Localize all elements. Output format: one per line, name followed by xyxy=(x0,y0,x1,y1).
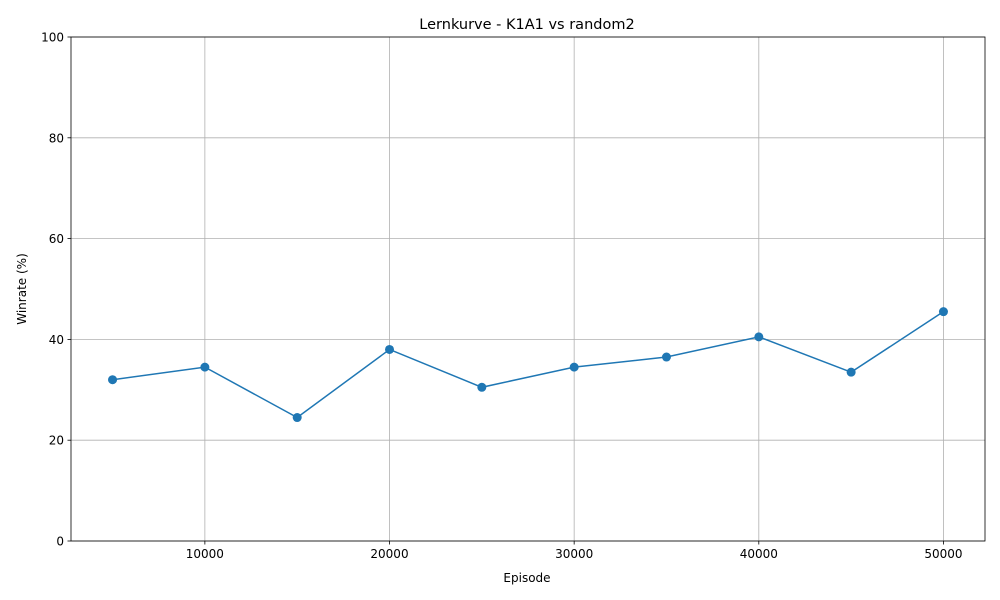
y-tick-label: 0 xyxy=(56,535,64,549)
data-point xyxy=(385,344,395,354)
ticks: 10000 20000 30000 40000 50000 0 20 40 60 80 100 xyxy=(41,31,962,562)
y-tick-label: 100 xyxy=(41,31,64,45)
x-tick-label: 40000 xyxy=(740,547,778,561)
x-tick-label: 30000 xyxy=(555,547,593,561)
series-group xyxy=(108,307,948,423)
chart-title: Lernkurve - K1A1 vs random2 xyxy=(419,17,634,33)
y-tick-label: 40 xyxy=(49,333,64,347)
data-point xyxy=(754,332,764,342)
data-point xyxy=(292,413,302,423)
x-tick-label: 50000 xyxy=(924,547,962,561)
axes xyxy=(70,36,986,542)
data-point xyxy=(108,375,118,385)
x-axis-label: Episode xyxy=(503,571,550,585)
y-tick-label: 60 xyxy=(49,232,64,246)
data-point xyxy=(938,307,948,317)
series-line xyxy=(112,311,944,419)
data-point xyxy=(569,362,579,372)
data-point xyxy=(661,352,671,362)
plot-frame xyxy=(70,36,986,542)
data-point xyxy=(200,362,210,372)
y-tick-label: 20 xyxy=(49,434,64,448)
y-axis-label: Winrate (%) xyxy=(15,253,29,325)
data-point xyxy=(846,367,856,377)
y-tick-label: 80 xyxy=(49,131,64,145)
x-tick-label: 10000 xyxy=(186,547,224,561)
x-tick-label: 20000 xyxy=(370,547,408,561)
data-point xyxy=(477,382,487,392)
